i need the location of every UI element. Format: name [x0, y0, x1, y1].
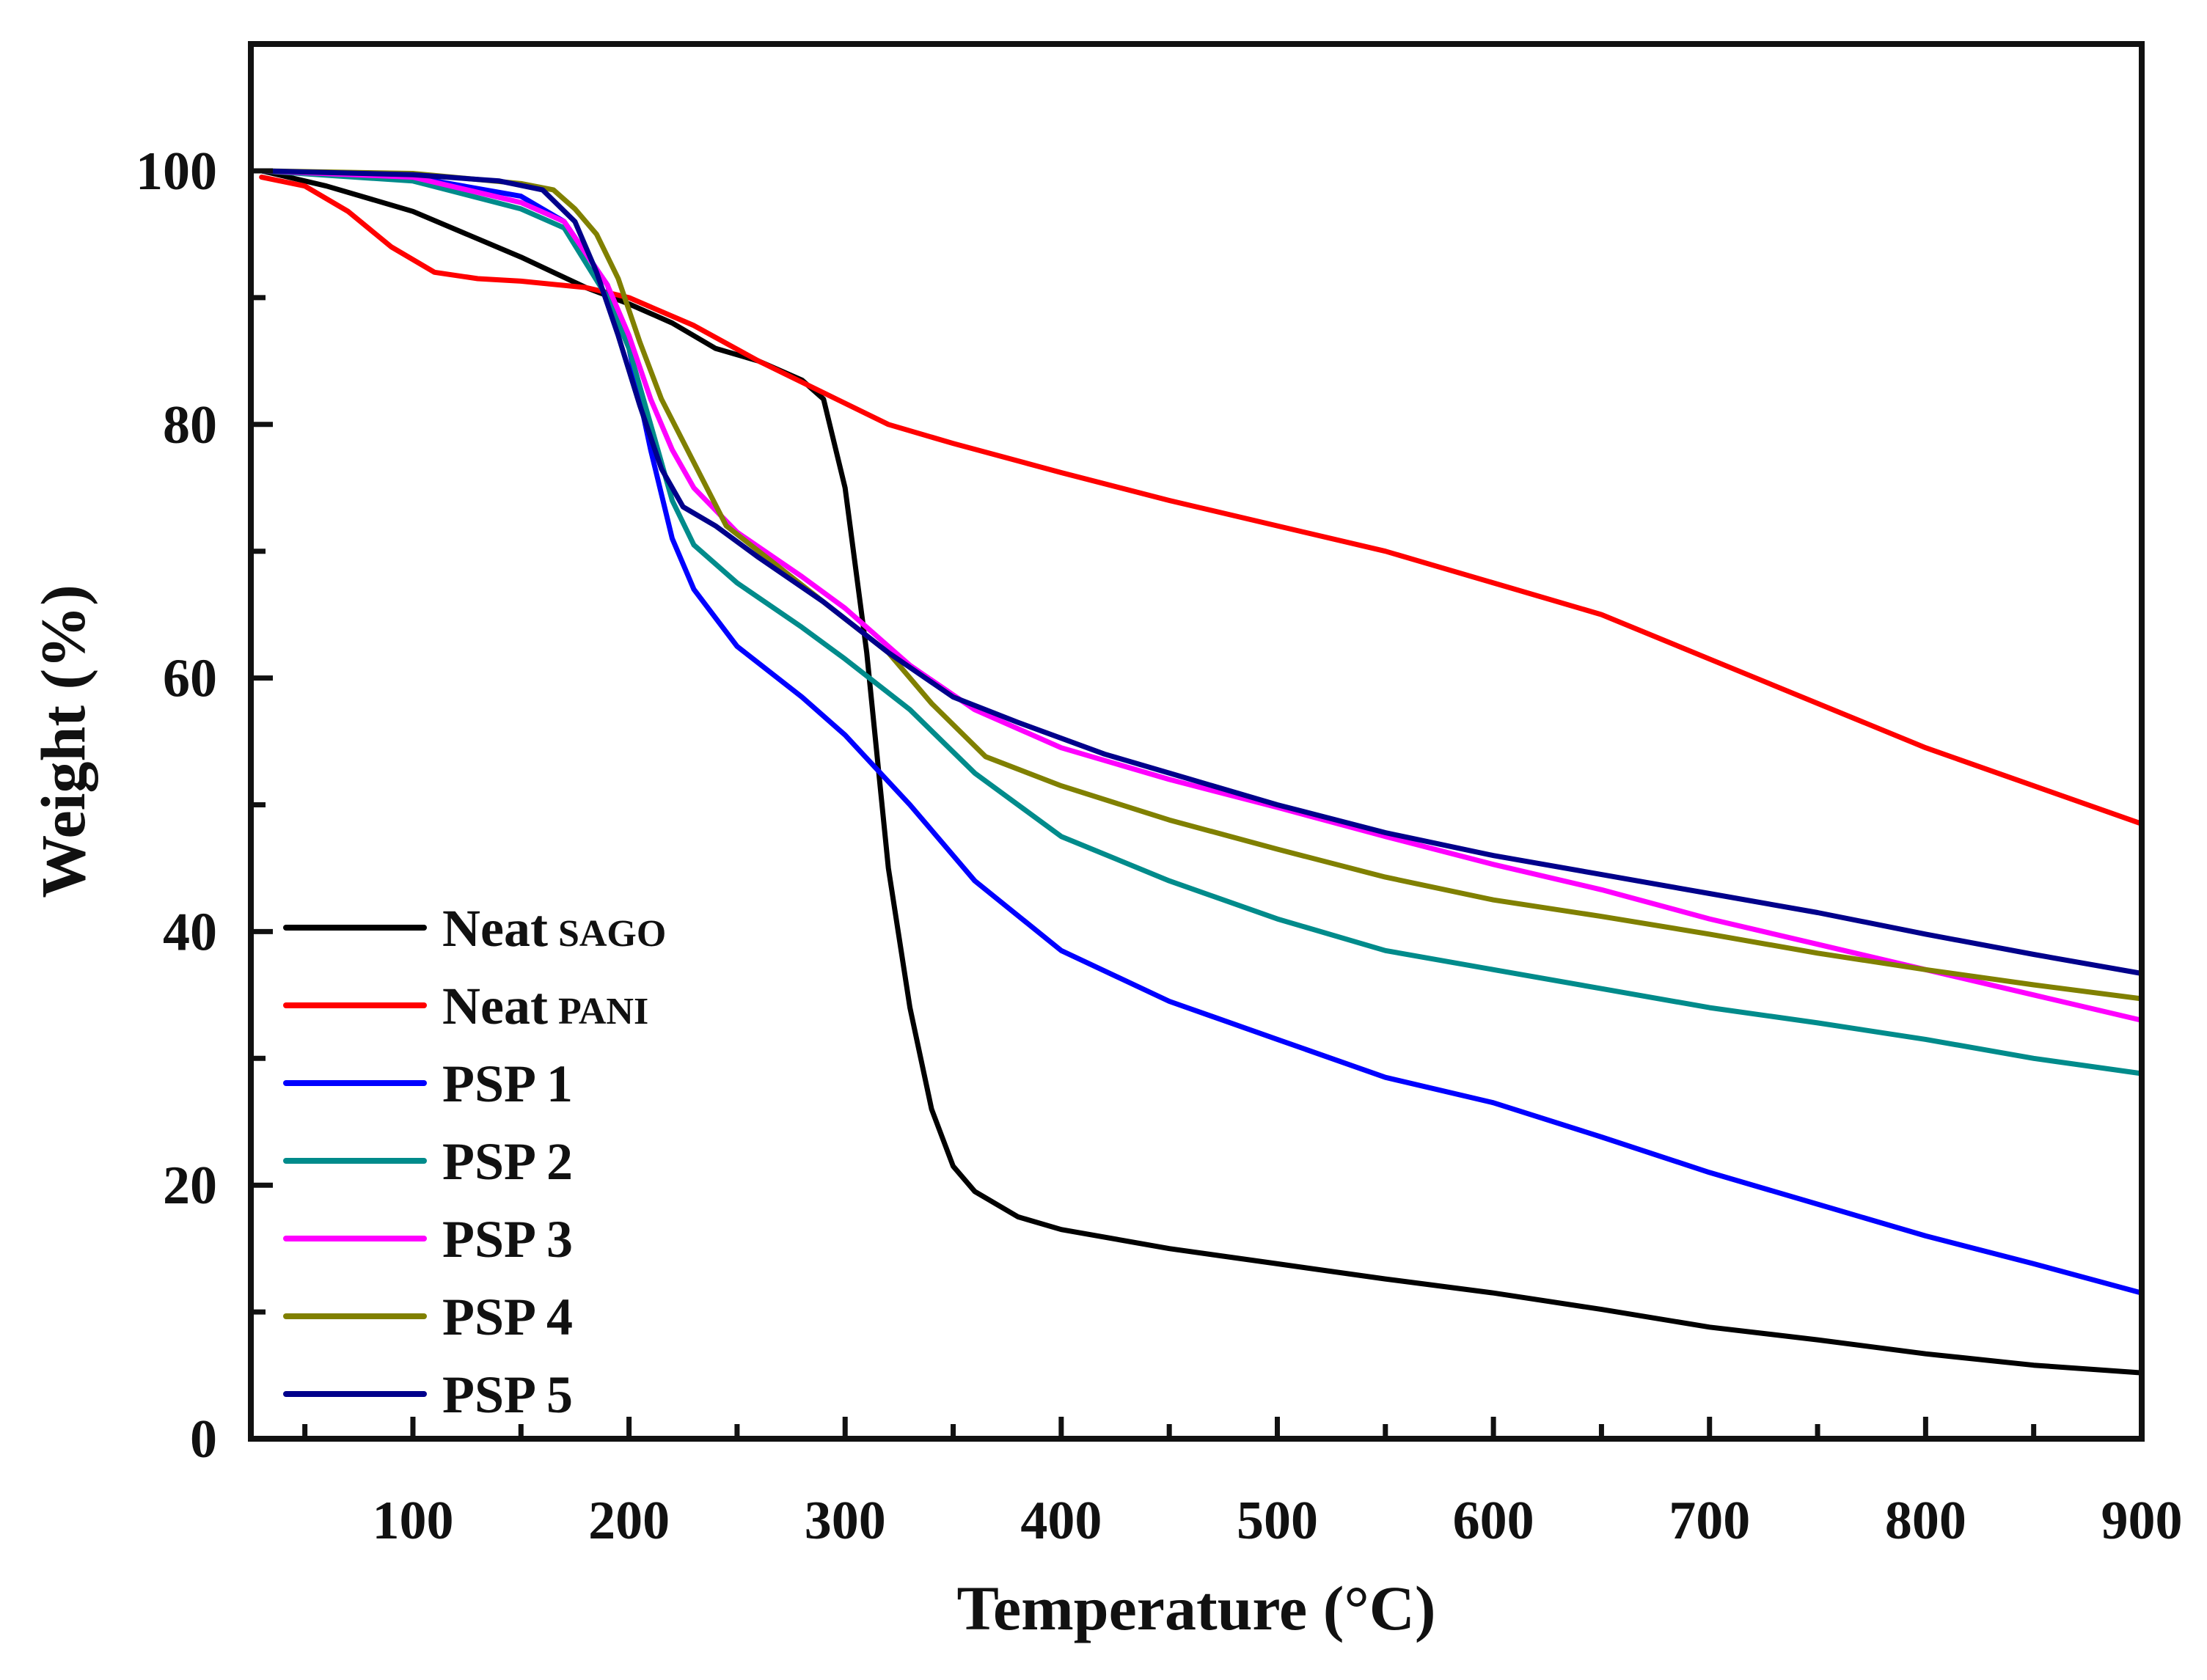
- y-tick-label: 60: [163, 649, 217, 709]
- legend-label: PSP 3: [442, 1210, 573, 1269]
- y-axis-title: Weight (%): [28, 584, 98, 898]
- x-tick-label: 400: [1020, 1491, 1102, 1551]
- legend: Neat SAGO Neat PANI PSP 1 PSP 2 PSP 3 PSP 4 PSP …: [283, 899, 666, 1424]
- y-tick-label: 80: [163, 395, 217, 455]
- y-tick-label: 20: [163, 1156, 217, 1216]
- series-line-1: [259, 168, 2145, 1376]
- x-tick-label: 700: [1669, 1491, 1750, 1551]
- x-tick-label: 500: [1237, 1491, 1318, 1551]
- legend-label: PSP 4: [442, 1288, 573, 1346]
- legend-label: PSP 5: [442, 1365, 573, 1424]
- x-tick-label: 200: [588, 1491, 670, 1551]
- series-line-2: [259, 175, 2145, 826]
- y-tick-label: 0: [190, 1409, 217, 1470]
- x-tick-label: 600: [1453, 1491, 1534, 1551]
- x-axis-title: Temperature (°C): [957, 1573, 1436, 1643]
- y-tick-label: 40: [163, 902, 217, 962]
- legend-label: Neat SAGO: [442, 899, 666, 958]
- y-tick-label: 100: [136, 142, 217, 202]
- x-axis: 100 200 300 400 500 600 700 800 900: [302, 1417, 2183, 1551]
- legend-label: Neat PANI: [442, 977, 648, 1035]
- plot-frame: [248, 41, 2145, 1442]
- legend-label: PSP 1: [442, 1054, 573, 1113]
- legend-label: PSP 2: [442, 1132, 573, 1191]
- series-layer: [259, 168, 2145, 1376]
- x-tick-label: 900: [2101, 1491, 2183, 1551]
- series-line-7: [259, 168, 2145, 976]
- x-tick-label: 100: [372, 1491, 453, 1551]
- x-tick-label: 300: [805, 1491, 886, 1551]
- x-tick-label: 800: [1885, 1491, 1966, 1551]
- y-axis: 0 20 40 60 80 100: [136, 41, 273, 1470]
